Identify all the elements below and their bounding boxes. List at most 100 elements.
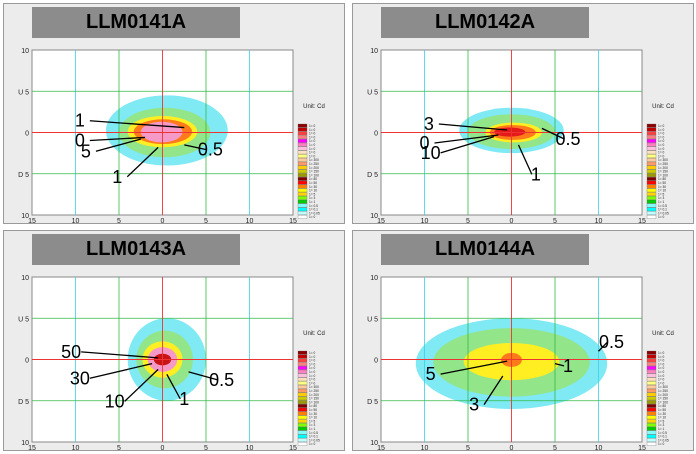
legend-label: 1= 80: [658, 404, 666, 408]
annotation-label: 30: [70, 368, 90, 388]
y-tick-label: U 5: [367, 89, 378, 96]
legend-label: 1= 0: [658, 151, 665, 155]
legend-label: 1= 0: [309, 139, 316, 143]
legend-label: 1= 80: [309, 404, 317, 408]
legend-label: 1= 100: [309, 173, 319, 177]
legend-label: 1= 0.1: [309, 435, 318, 439]
legend-swatch: [646, 211, 657, 215]
legend-swatch: [646, 139, 657, 143]
legend-label: 1= 5: [309, 419, 316, 423]
y-tick-label: 10: [370, 48, 378, 55]
legend-label: 1= 0.1: [658, 208, 667, 212]
annotation-label: 3: [469, 395, 479, 415]
legend-swatch: [646, 442, 657, 446]
legend-swatch: [646, 350, 657, 355]
annotation-leader: [126, 146, 159, 178]
x-tick-label: 5: [117, 218, 121, 225]
legend-label: 1= 300: [309, 158, 319, 162]
legend-swatch: [646, 154, 657, 158]
y-tick-label: 10: [21, 48, 29, 55]
legend-swatch: [646, 400, 657, 404]
y-tick-label: D 5: [18, 399, 29, 406]
legend-swatch: [297, 154, 308, 158]
legend-label: 1= 0: [309, 124, 316, 128]
legend-swatch: [646, 123, 657, 128]
legend-swatch: [646, 173, 657, 177]
legend-swatch: [297, 442, 308, 446]
annotation-label: 1: [563, 356, 573, 376]
annotation-leader: [483, 375, 504, 406]
legend-swatch: [646, 362, 657, 366]
y-tick-label: 0: [25, 358, 29, 365]
legend-label: 1= 0: [309, 215, 316, 219]
legend-swatch: [297, 438, 308, 442]
legend-swatch: [646, 165, 657, 170]
legend-swatch: [297, 358, 308, 363]
legend-label: 1= 3: [658, 423, 665, 427]
legend-label: 1= 1: [658, 200, 665, 204]
legend-label: 1= 0.5: [658, 204, 667, 208]
legend-swatch: [646, 354, 657, 359]
legend-label: 1= 0: [658, 359, 665, 363]
legend-swatch: [646, 180, 657, 185]
x-tick-label: 15: [377, 218, 385, 225]
legend-swatch: [297, 196, 308, 200]
annotation-leader: [554, 362, 565, 367]
legend-swatch: [297, 400, 308, 404]
y-tick-label: 10: [370, 213, 378, 220]
legend-label: 1= 0.5: [658, 431, 667, 435]
annotation-label: 10: [421, 143, 441, 163]
legend-swatch: [646, 385, 657, 389]
legend-label: 1= 30: [309, 412, 317, 416]
legend-label: 1= 0: [309, 128, 316, 132]
legend-swatch: [646, 419, 657, 423]
legend-swatch: [297, 415, 308, 420]
y-tick-label: U 5: [18, 89, 29, 96]
legend-swatch: [297, 180, 308, 185]
legend-swatch: [646, 377, 657, 382]
annotation-label: 0.5: [198, 140, 223, 160]
x-tick-label: 15: [28, 445, 36, 452]
annotation-label: 0.5: [556, 129, 581, 149]
legend-swatch: [646, 396, 657, 401]
legend-label: 1= 250: [309, 389, 319, 393]
legend-swatch: [646, 215, 657, 219]
legend-label: 1= 30: [658, 412, 666, 416]
x-tick-label: 15: [638, 218, 646, 225]
annotation-leader: [434, 134, 499, 144]
x-tick-label: 5: [553, 218, 557, 225]
legend-swatch: [297, 173, 308, 177]
y-tick-label: U 5: [18, 316, 29, 323]
legend-label: 1= 0: [309, 151, 316, 155]
x-tick-label: 0: [161, 218, 165, 225]
legend-label: 1= 200: [658, 393, 668, 397]
legend-swatch: [297, 369, 308, 374]
y-tick-label: 0: [374, 358, 378, 365]
annotation-label: 5: [81, 141, 91, 161]
legend-label: 1= 0.5: [309, 431, 318, 435]
annotation-label: 0.5: [599, 332, 624, 352]
x-tick-label: 10: [421, 445, 429, 452]
x-tick-label: 5: [466, 218, 470, 225]
annotation-label: 0.5: [209, 370, 234, 390]
legend-swatch: [297, 362, 308, 366]
legend-swatch: [297, 127, 308, 132]
x-tick-label: 5: [204, 218, 208, 225]
annotation-label: 1: [179, 389, 189, 409]
y-tick-label: 10: [370, 440, 378, 447]
legend-swatch: [646, 411, 657, 416]
legend-swatch: [297, 158, 308, 162]
legend-swatch: [297, 426, 308, 431]
y-tick-label: 10: [370, 275, 378, 282]
legend-swatch: [297, 192, 308, 196]
annotation-label: 0: [75, 131, 85, 151]
legend-swatch: [297, 177, 308, 181]
legend-swatch: [646, 407, 657, 412]
annotation-leader: [81, 351, 159, 359]
legend-label: 1= 0: [309, 370, 316, 374]
legend-label: 1= 0: [309, 359, 316, 363]
